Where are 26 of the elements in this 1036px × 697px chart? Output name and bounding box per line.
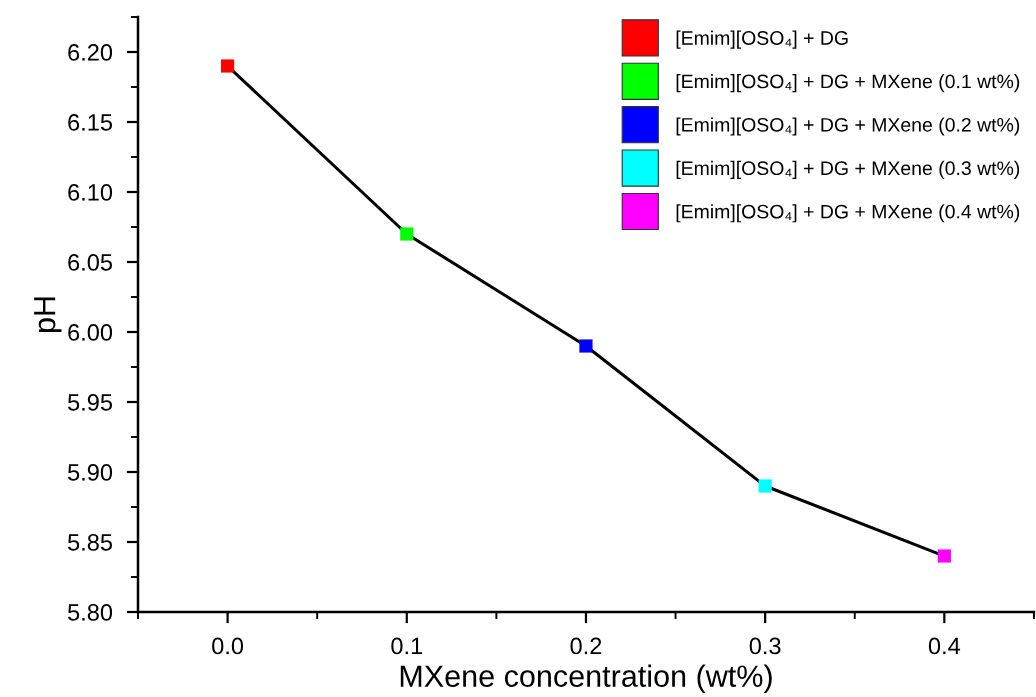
point <box>937 549 951 563</box>
y-tick-label: 6.15 <box>68 114 113 131</box>
x-axis-title: MXene concentration (wt%) <box>400 664 772 694</box>
y-axis-title: pH <box>34 297 62 333</box>
point <box>579 339 593 353</box>
x-tick-label: 0.4 <box>928 637 961 655</box>
legend-label: [Emim][OSO₄] + DG <box>676 30 848 49</box>
y-tick-label: 6.05 <box>68 254 113 271</box>
point <box>758 479 772 493</box>
legend-label: [Emim][OSO₄] + DG + MXene (0.1 wt%) <box>676 74 1020 93</box>
y-tick-label: 5.95 <box>68 394 113 411</box>
x-tick-label: 0.3 <box>749 637 781 655</box>
legend-label: [Emim][OSO₄] + DG + MXene (0.3 wt%) <box>676 160 1020 179</box>
x-tick-label: 0.1 <box>391 637 423 655</box>
point <box>400 227 414 241</box>
y-tick-label: 5.80 <box>68 604 113 621</box>
y-tick-label: 6.10 <box>68 184 113 201</box>
y-tick-label: 5.85 <box>68 534 113 551</box>
x-tick-label: 0.0 <box>212 637 244 655</box>
x-tick-label: 0.2 <box>570 637 602 655</box>
y-tick-label: 5.90 <box>68 464 113 481</box>
legend-label: [Emim][OSO₄] + DG + MXene (0.4 wt%) <box>676 204 1020 223</box>
point <box>221 59 235 73</box>
legend-label: [Emim][OSO₄] + DG + MXene (0.2 wt%) <box>676 117 1020 136</box>
y-tick-label: 6.20 <box>68 44 113 61</box>
y-tick-label: 6.00 <box>68 324 113 341</box>
